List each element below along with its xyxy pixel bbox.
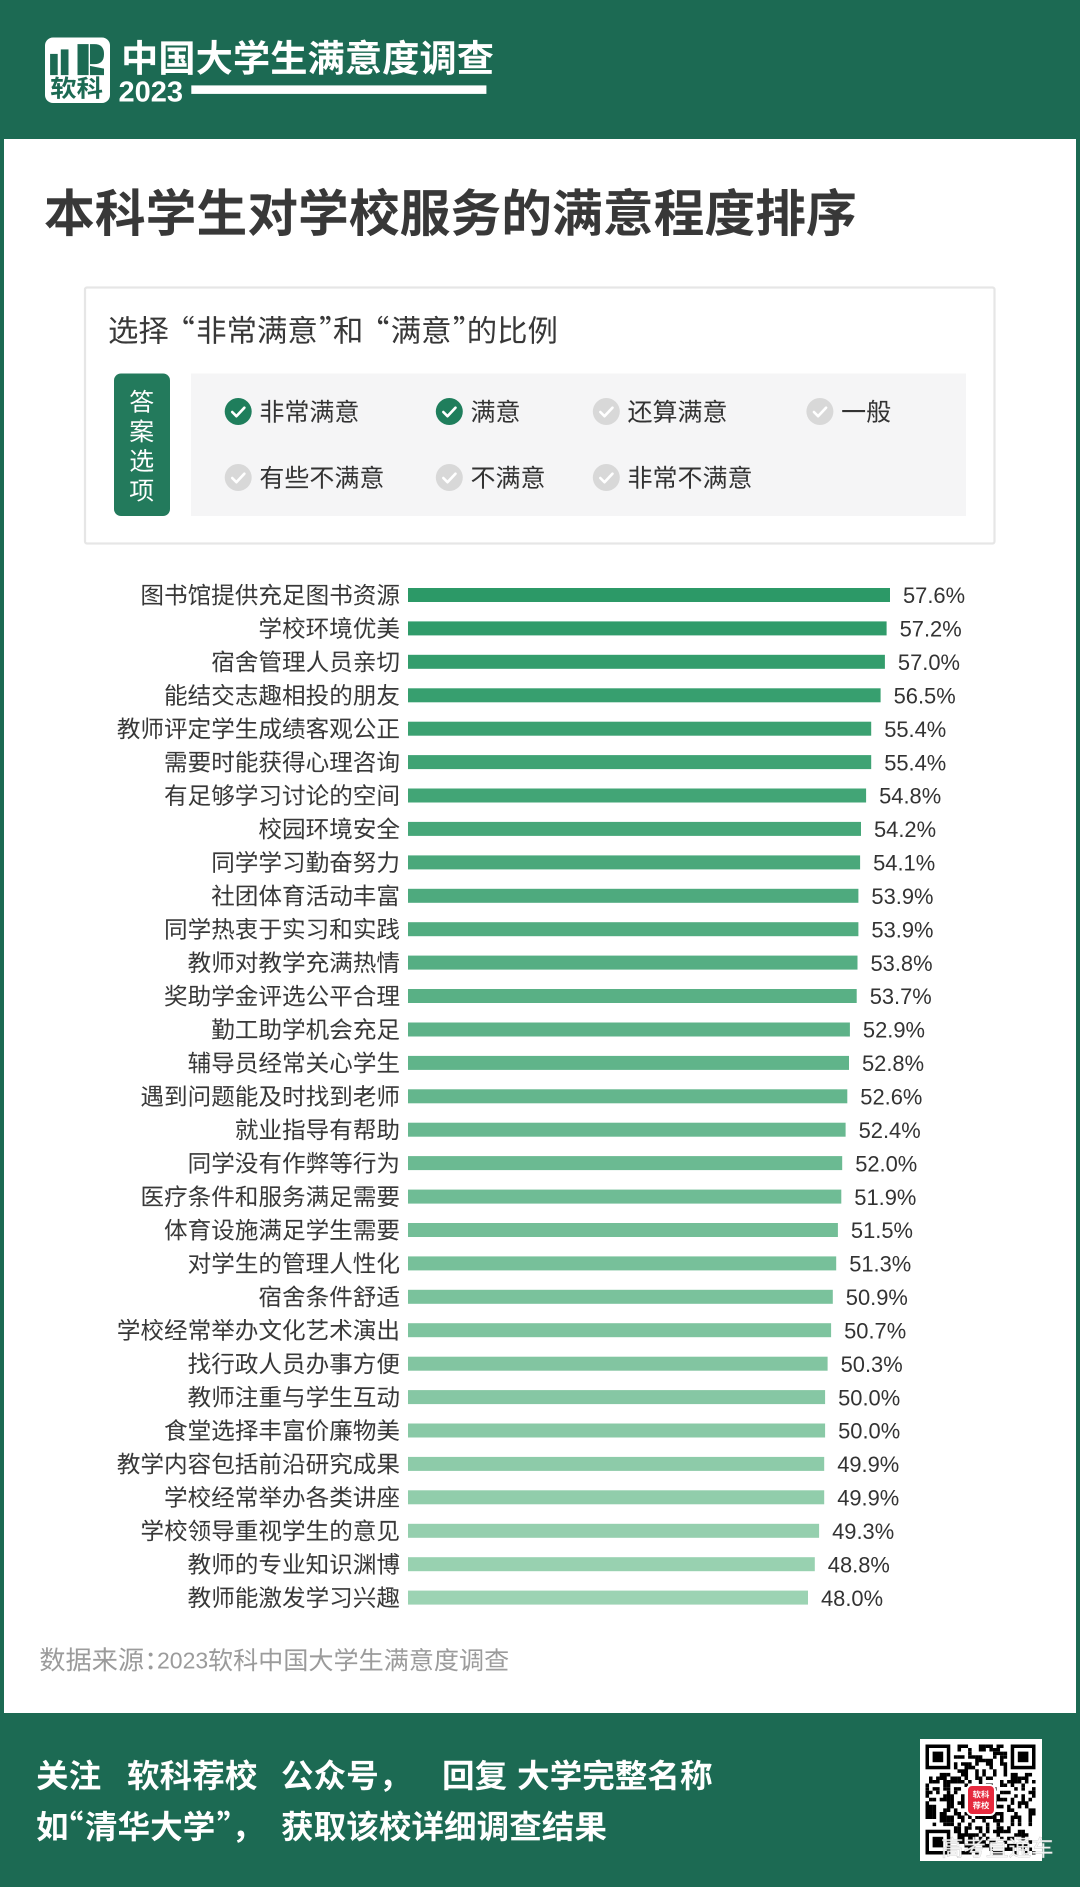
svg-text:48.0%: 48.0%: [821, 1586, 883, 1611]
svg-text:55.4%: 55.4%: [884, 750, 946, 775]
svg-text:56.5%: 56.5%: [894, 684, 956, 709]
svg-text:51.9%: 51.9%: [854, 1185, 916, 1210]
svg-text:50.7%: 50.7%: [844, 1318, 906, 1343]
svg-text:54.2%: 54.2%: [874, 817, 936, 842]
svg-text:52.6%: 52.6%: [860, 1085, 922, 1110]
svg-text:51.3%: 51.3%: [849, 1252, 911, 1277]
svg-text:57.6%: 57.6%: [903, 583, 965, 608]
svg-text:48.8%: 48.8%: [828, 1552, 890, 1577]
svg-text:52.4%: 52.4%: [859, 1118, 921, 1143]
svg-text:50.9%: 50.9%: [846, 1285, 908, 1310]
svg-text:52.8%: 52.8%: [862, 1051, 924, 1076]
svg-text:49.3%: 49.3%: [832, 1519, 894, 1544]
svg-text:2023: 2023: [157, 1648, 208, 1674]
svg-text:53.7%: 53.7%: [870, 984, 932, 1009]
svg-text:57.2%: 57.2%: [900, 617, 962, 642]
svg-text:57.0%: 57.0%: [898, 650, 960, 675]
svg-text:49.9%: 49.9%: [837, 1486, 899, 1511]
svg-text:50.0%: 50.0%: [838, 1419, 900, 1444]
svg-text:52.0%: 52.0%: [855, 1151, 917, 1176]
svg-text:53.9%: 53.9%: [871, 917, 933, 942]
svg-text:50.3%: 50.3%: [841, 1352, 903, 1377]
svg-text:55.4%: 55.4%: [884, 717, 946, 742]
svg-text:54.1%: 54.1%: [873, 851, 935, 876]
svg-text:53.9%: 53.9%: [871, 884, 933, 909]
svg-text:51.5%: 51.5%: [851, 1218, 913, 1243]
svg-text:2023: 2023: [119, 76, 184, 108]
svg-text:54.8%: 54.8%: [879, 784, 941, 809]
svg-text:49.9%: 49.9%: [837, 1452, 899, 1477]
svg-text:53.8%: 53.8%: [871, 951, 933, 976]
svg-text:52.9%: 52.9%: [863, 1018, 925, 1043]
svg-text:50.0%: 50.0%: [838, 1385, 900, 1410]
